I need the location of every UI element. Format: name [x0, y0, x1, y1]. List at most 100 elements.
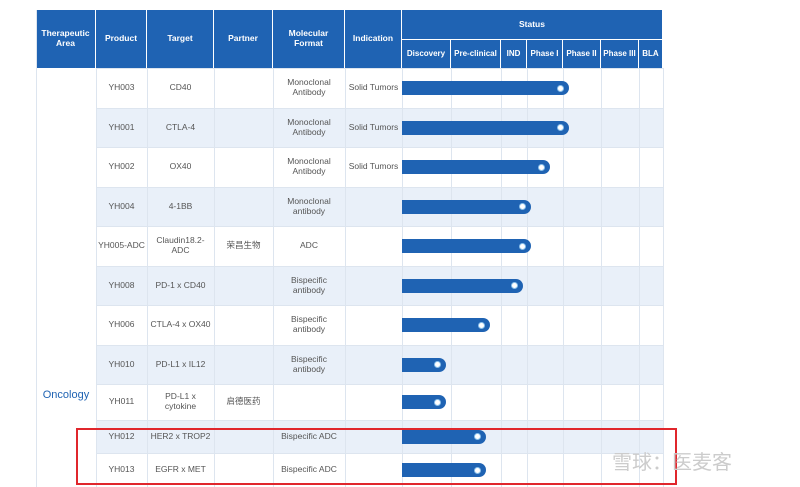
row-background	[96, 266, 663, 305]
cell: Monoclonal Antibody	[287, 77, 331, 97]
column-header: Target	[147, 10, 214, 68]
column-header: Molecular Format	[273, 10, 345, 68]
bar-dot	[474, 433, 481, 440]
cell: YH003	[108, 82, 135, 93]
cell: EGFR x MET	[155, 464, 206, 475]
progress-bar	[402, 278, 524, 293]
progress-bar	[402, 395, 447, 409]
cell: Monoclonal Antibody	[287, 116, 331, 137]
progress-bar	[402, 239, 531, 253]
row-background	[96, 226, 663, 266]
cell: YH008	[108, 279, 135, 290]
cell: PD-1 x CD40	[155, 279, 206, 290]
column-divider	[402, 68, 403, 487]
stage-header: Phase III	[601, 40, 639, 68]
cell: CTLA-4	[165, 121, 196, 132]
cell: OX40	[169, 161, 192, 172]
progress-bar	[402, 357, 447, 372]
row-background	[96, 305, 663, 345]
stage-header: Pre-clinical	[451, 40, 501, 68]
row-background	[96, 420, 663, 453]
cell: Bispecific antibody	[291, 314, 327, 334]
column-header: Product	[96, 10, 147, 68]
cell: ADC	[300, 240, 318, 251]
watermark: 雪球：医麦客	[612, 452, 732, 474]
column-divider	[214, 68, 215, 487]
row-background	[96, 147, 663, 187]
cell: Bispecific antibody	[291, 274, 327, 295]
stage-header: Phase II	[563, 40, 601, 68]
row-background	[96, 187, 663, 226]
stage-header: IND	[501, 40, 527, 68]
progress-bar	[402, 429, 486, 444]
cell: YH005-ADC	[98, 240, 145, 251]
cell: CTLA-4 x OX40	[150, 319, 211, 330]
progress-bar	[402, 160, 551, 174]
cell: YH012	[108, 430, 135, 441]
stage-divider	[663, 68, 664, 487]
bar-dot	[434, 398, 442, 406]
cell: Solid Tumors	[348, 82, 399, 93]
stage-header: BLA	[639, 40, 663, 68]
stage-divider	[501, 68, 502, 487]
stage-divider	[527, 68, 528, 487]
bar-dot	[557, 124, 565, 131]
cell: Solid Tumors	[348, 161, 399, 172]
cell: YH011	[108, 396, 135, 407]
cell: 启德医药	[226, 396, 261, 407]
cell: Bispecific ADC	[281, 430, 337, 441]
bar-dot	[518, 203, 526, 210]
column-divider	[345, 68, 346, 487]
bar-dot	[434, 361, 442, 368]
cell: Solid Tumors	[348, 121, 399, 132]
row-background	[96, 453, 663, 487]
cell: CD40	[169, 82, 192, 93]
cell: YH004	[108, 200, 135, 211]
column-divider	[273, 68, 274, 487]
cell: YH001	[108, 121, 135, 132]
cell: Claudin18.2-ADC	[156, 235, 205, 255]
status-header: Status	[402, 10, 663, 40]
column-divider	[147, 68, 148, 487]
cell: YH010	[108, 358, 135, 369]
highlight-box	[76, 428, 677, 485]
progress-bar	[402, 318, 490, 332]
bar-dot	[557, 84, 565, 92]
progress-bar	[402, 81, 570, 95]
progress-bar	[402, 463, 486, 477]
stage-divider	[451, 68, 452, 487]
bar-dot	[511, 282, 519, 289]
cell: 荣昌生物	[226, 240, 261, 251]
stage-divider	[563, 68, 564, 487]
cell: Monoclonal Antibody	[287, 156, 331, 176]
stage-divider	[601, 68, 602, 487]
cell: Bispecific ADC	[281, 464, 337, 475]
progress-bar	[402, 199, 531, 214]
column-divider	[36, 10, 37, 487]
cell: Bispecific antibody	[291, 353, 327, 374]
cell: PD-L1 x cytokine	[164, 391, 197, 411]
bar-dot	[474, 466, 481, 474]
cell: YH002	[108, 161, 135, 172]
cell: PD-L1 x IL12	[155, 358, 206, 369]
bar-dot	[478, 321, 485, 329]
cell: YH006	[108, 319, 135, 330]
row-background	[96, 345, 663, 384]
column-header: Therapeutic Area	[36, 10, 96, 68]
column-divider	[96, 68, 97, 487]
stage-header: Discovery	[402, 40, 451, 68]
stage-divider	[639, 68, 640, 487]
row-background	[96, 384, 663, 420]
column-header: Partner	[214, 10, 273, 68]
cell: 4-1BB	[168, 200, 193, 211]
cell: Monoclonal antibody	[287, 195, 331, 216]
stage-header: Phase I	[527, 40, 563, 68]
bar-dot	[518, 242, 526, 250]
area-label: Oncology	[42, 388, 90, 401]
progress-bar	[402, 120, 570, 135]
column-header: Indication	[345, 10, 402, 68]
bar-dot	[538, 163, 546, 171]
cell: YH013	[108, 464, 135, 475]
cell: HER2 x TROP2	[150, 430, 211, 441]
